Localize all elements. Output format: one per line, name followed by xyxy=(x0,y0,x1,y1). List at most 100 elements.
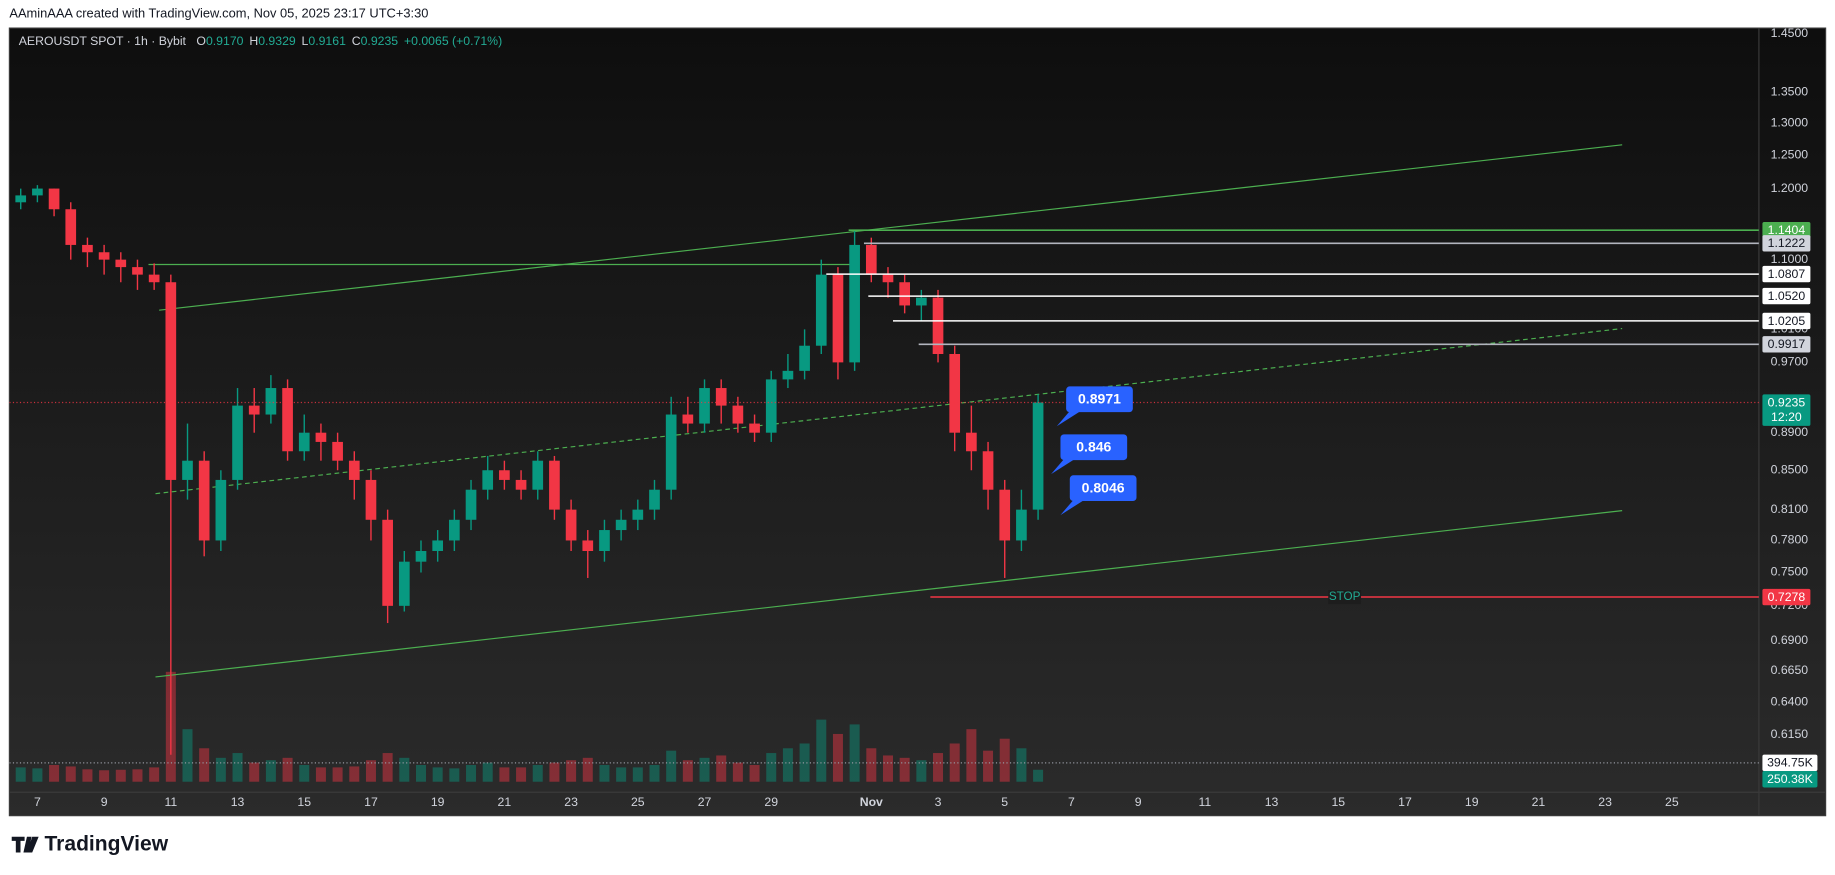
y-tick-label: 1.2500 xyxy=(1771,147,1809,161)
legend-value: 0.9329 xyxy=(258,34,296,48)
callout-label: 0.8971 xyxy=(1078,391,1121,407)
x-tick-label: 21 xyxy=(1532,795,1546,809)
current-price-box xyxy=(1762,394,1811,426)
x-tick-label: 11 xyxy=(1199,795,1212,809)
candle-body xyxy=(132,267,143,275)
x-tick-label: 9 xyxy=(101,795,108,809)
candle-body xyxy=(32,188,43,196)
x-tick-label: 7 xyxy=(1068,795,1075,809)
volume-bar xyxy=(349,766,360,782)
candle-body xyxy=(432,540,444,552)
candle-body xyxy=(916,297,927,306)
y-tick-label: 0.6400 xyxy=(1771,694,1809,708)
level-text: STOP xyxy=(1329,590,1361,603)
candle-body xyxy=(15,195,27,203)
y-tick-label: 1.1000 xyxy=(1771,252,1809,266)
level-price-label: 1.0807 xyxy=(1768,267,1806,281)
y-tick-label: 1.3500 xyxy=(1771,85,1809,99)
callout-label: 0.8046 xyxy=(1082,479,1125,495)
x-tick-label: 27 xyxy=(698,795,712,809)
x-tick-label: 29 xyxy=(764,795,778,809)
level-price-label: 1.1404 xyxy=(1768,223,1806,237)
x-tick-label: 21 xyxy=(498,795,512,809)
legend-key: H xyxy=(249,34,258,48)
volume-bar xyxy=(699,757,710,782)
trend-line xyxy=(159,144,1623,311)
callout-pointer xyxy=(1056,409,1083,427)
candle-body xyxy=(98,252,110,260)
volume-bar xyxy=(499,767,510,782)
callout-box xyxy=(1069,475,1137,502)
logo-text: TradingView xyxy=(44,832,168,855)
callout-box xyxy=(1066,386,1133,413)
volume-bar xyxy=(415,765,427,782)
candle-body xyxy=(815,274,827,346)
volume-bar xyxy=(282,757,293,782)
level-price-box xyxy=(1762,588,1811,606)
candle-body xyxy=(899,282,910,306)
x-tick-label: 7 xyxy=(34,795,41,809)
volume-bar xyxy=(882,755,893,782)
axes: 1.45001.35001.30001.25001.20001.10001.01… xyxy=(34,26,1818,809)
volume-bar xyxy=(516,767,527,782)
level-price-box xyxy=(1762,235,1811,252)
level-price-label: 0.9917 xyxy=(1768,337,1806,351)
footer-logo: TradingView xyxy=(11,832,169,855)
candle-body xyxy=(198,460,210,541)
volume-bar xyxy=(65,766,76,782)
volume-bar xyxy=(849,724,860,782)
volume-bar xyxy=(832,733,843,782)
x-tick-label: 15 xyxy=(297,795,311,809)
legend-key: L xyxy=(302,34,309,48)
x-tick-label: 23 xyxy=(564,795,578,809)
volume-bar xyxy=(649,765,660,782)
legend-value: 0.9170 xyxy=(206,34,244,48)
volume-bar xyxy=(365,760,376,782)
candle-body xyxy=(599,530,610,552)
candle-body xyxy=(348,460,360,480)
candle-body xyxy=(532,460,544,490)
candle-body xyxy=(549,460,560,510)
volume-bar xyxy=(632,767,643,782)
x-tick-label: 3 xyxy=(935,795,942,809)
volume-ma-box xyxy=(1762,754,1818,772)
volume-bar xyxy=(983,750,994,782)
x-tick-label: 11 xyxy=(164,795,177,809)
volume-bar xyxy=(265,760,276,782)
candle-body xyxy=(265,388,277,415)
level-text-bg xyxy=(1328,590,1362,605)
plot: STOP xyxy=(9,144,1759,782)
volume-bar xyxy=(716,755,727,782)
volume-bar xyxy=(149,767,160,782)
callout-label: 0.846 xyxy=(1076,438,1111,454)
y-tick-label: 0.8900 xyxy=(1771,425,1809,439)
x-tick-label: 19 xyxy=(431,795,445,809)
y-tick-label: 0.9700 xyxy=(1771,355,1809,369)
logo-icon xyxy=(11,836,39,853)
candle-body xyxy=(565,509,577,541)
volume-bar xyxy=(799,743,810,782)
candle-body xyxy=(715,388,727,406)
volume-bar xyxy=(999,738,1010,782)
candle-body xyxy=(982,451,994,490)
volume-bar xyxy=(399,757,410,782)
candle-body xyxy=(482,470,494,490)
x-tick-label: 5 xyxy=(1001,795,1008,809)
candle-body xyxy=(315,432,327,442)
level-price-label: 1.0520 xyxy=(1768,289,1806,303)
candle-body xyxy=(1032,402,1044,510)
candle-body xyxy=(799,345,810,371)
volume-bar xyxy=(299,765,310,782)
candle-body xyxy=(765,379,777,433)
candle-body xyxy=(449,519,460,541)
legend: AEROUSDT SPOT · 1h · Bybit O0.9170 H0.932… xyxy=(19,34,502,48)
candle-body xyxy=(365,479,377,520)
volume-bar xyxy=(99,770,110,782)
candle-body xyxy=(415,551,427,562)
candle-body xyxy=(282,388,293,452)
level-price-box xyxy=(1762,221,1811,239)
level-price-label: 1.0205 xyxy=(1768,314,1806,328)
x-tick-label: 9 xyxy=(1135,795,1142,809)
candle-body xyxy=(849,244,860,363)
